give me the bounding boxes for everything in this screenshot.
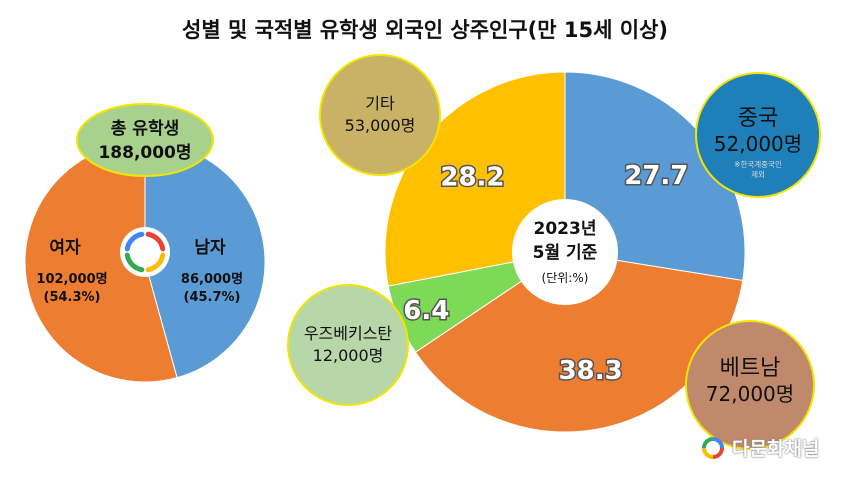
female-count: 102,000명 — [36, 271, 107, 287]
nation-bubble-1 — [685, 320, 815, 450]
female-label: 여자 — [49, 238, 81, 258]
male-count: 86,000명 — [181, 271, 243, 287]
nation-bubble-count-3: 53,000명 — [345, 116, 416, 135]
total-value: 188,000명 — [98, 143, 191, 163]
nation-center-disc — [512, 199, 618, 305]
nation-bubble-count-2: 12,000명 — [313, 346, 384, 365]
brand-name: 다문화채널 — [732, 438, 820, 460]
total-label: 총 유학생 — [111, 119, 179, 139]
nation-bubble-note-1: 제외 — [751, 169, 765, 179]
nation-bubble-count-0: 52,000명 — [714, 132, 802, 156]
nation-bubble-3 — [319, 54, 441, 176]
total-bubble — [76, 103, 214, 177]
center-logo-ring-3 — [124, 231, 145, 252]
nation-bubble-name-1: 베트남 — [720, 356, 781, 381]
nation-pct-1: 38.3 — [559, 356, 623, 386]
nation-pct-3: 28.2 — [440, 163, 504, 193]
nation-bubble-2 — [287, 284, 409, 406]
center-logo-disc — [120, 227, 170, 277]
nation-bubble-note-0: ※한국계중국인 — [734, 159, 782, 169]
female-pct: (54.3%) — [44, 290, 101, 305]
chart-title: 성별 및 국적별 유학생 외국인 상주인구(만 15세 이상) — [182, 18, 668, 42]
nation-bubble-count-1: 72,000명 — [706, 382, 794, 406]
center-logo-ring-1 — [145, 252, 166, 273]
nation-bubble-name-2: 우즈베키스탄 — [304, 324, 393, 343]
nation-bubble-name-0: 중국 — [738, 106, 778, 131]
center-logo-ring-2 — [124, 252, 145, 273]
brand-watermark: 다문화채널 — [700, 434, 819, 461]
male-label: 남자 — [194, 238, 226, 258]
nation-center-month: 5월 기준 — [533, 243, 598, 263]
nation-center-year: 2023년 — [534, 219, 597, 239]
nation-pct-2: 6.4 — [403, 296, 449, 326]
brand-logo-icon — [702, 436, 724, 459]
nation-bubble-0 — [695, 72, 821, 198]
male-pct: (45.7%) — [184, 290, 241, 305]
nation-pct-0: 27.7 — [624, 161, 688, 191]
center-logo-ring-0 — [145, 231, 166, 252]
nation-center-unit: (단위:%) — [542, 271, 589, 285]
nation-bubble-name-3: 기타 — [365, 94, 395, 113]
